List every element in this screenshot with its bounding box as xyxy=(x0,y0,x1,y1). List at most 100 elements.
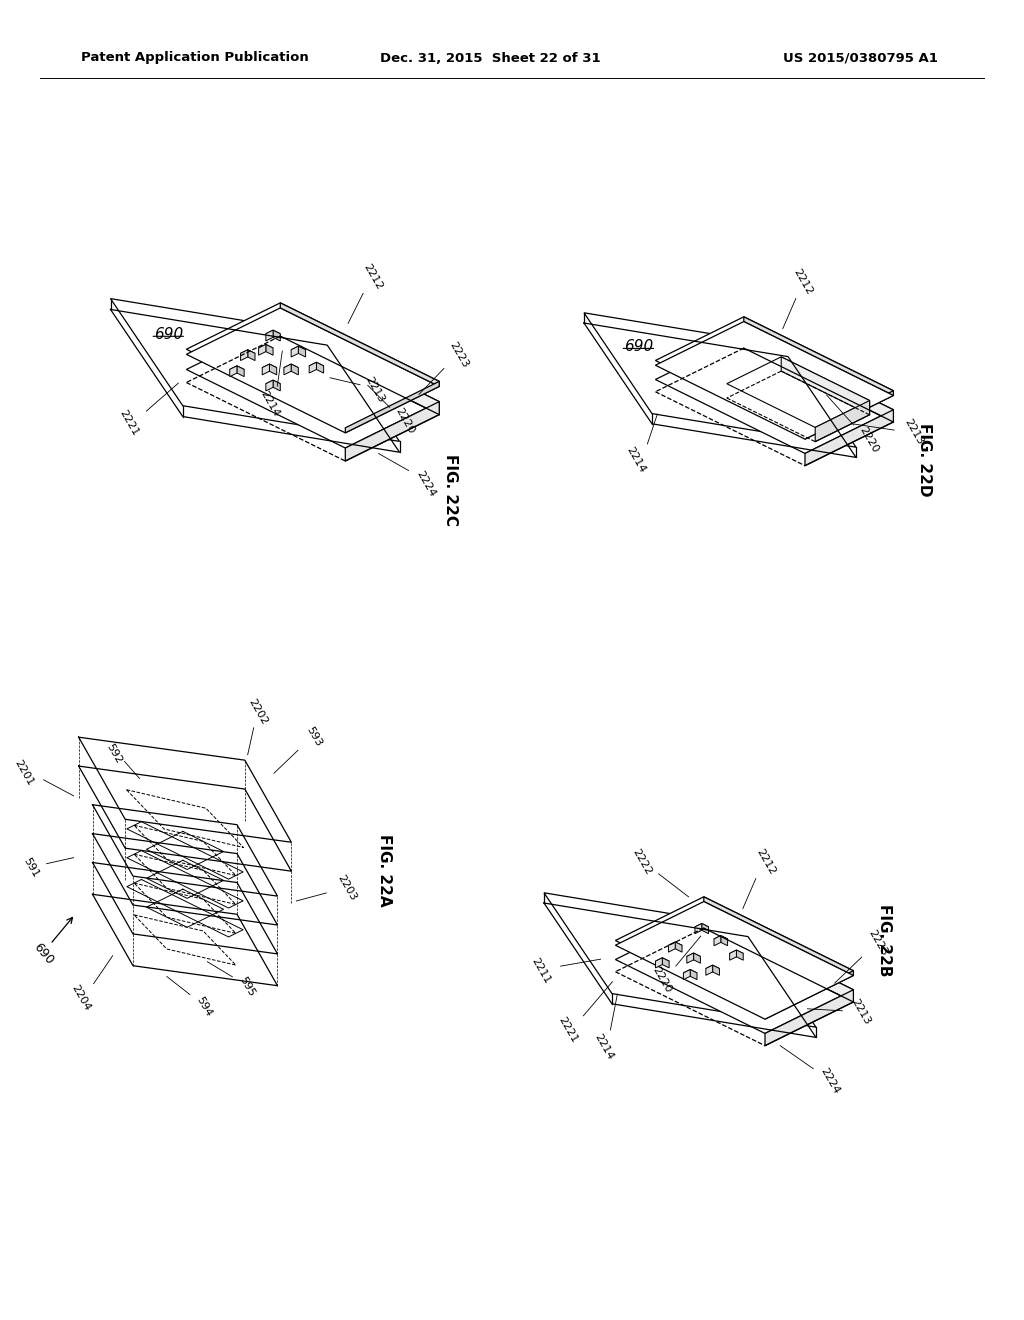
Polygon shape xyxy=(291,346,305,354)
Polygon shape xyxy=(298,346,305,356)
Polygon shape xyxy=(615,896,853,1014)
Polygon shape xyxy=(241,350,255,356)
Text: 591: 591 xyxy=(22,855,40,879)
Polygon shape xyxy=(229,366,244,374)
Polygon shape xyxy=(186,323,439,447)
Text: 595: 595 xyxy=(238,975,257,998)
Text: 2220: 2220 xyxy=(393,405,416,436)
Polygon shape xyxy=(262,364,269,375)
Text: 2223: 2223 xyxy=(447,339,470,370)
Text: 2223: 2223 xyxy=(866,928,889,958)
Polygon shape xyxy=(703,896,853,975)
Text: 2211: 2211 xyxy=(529,957,552,986)
Text: 2222: 2222 xyxy=(630,847,653,876)
Polygon shape xyxy=(695,924,701,933)
Polygon shape xyxy=(259,345,273,351)
Polygon shape xyxy=(655,317,893,434)
Text: 2213: 2213 xyxy=(364,375,386,404)
Polygon shape xyxy=(266,330,273,341)
Text: FIG. 22A: FIG. 22A xyxy=(378,834,392,907)
Text: 2214: 2214 xyxy=(259,389,282,418)
Polygon shape xyxy=(713,965,720,975)
Polygon shape xyxy=(721,936,728,945)
Polygon shape xyxy=(655,958,669,965)
Polygon shape xyxy=(687,953,700,960)
Text: 2212: 2212 xyxy=(792,267,814,297)
Text: 2204: 2204 xyxy=(70,983,92,1012)
Polygon shape xyxy=(683,969,690,979)
Polygon shape xyxy=(615,916,853,1034)
Polygon shape xyxy=(805,409,893,466)
Polygon shape xyxy=(615,902,853,1019)
Polygon shape xyxy=(690,969,697,979)
Text: 2224: 2224 xyxy=(414,469,437,499)
Text: FIG. 22B: FIG. 22B xyxy=(878,904,893,977)
Polygon shape xyxy=(259,345,266,355)
Text: FIG. 22D: FIG. 22D xyxy=(918,424,933,496)
Polygon shape xyxy=(730,950,743,957)
Polygon shape xyxy=(237,366,244,376)
Polygon shape xyxy=(266,380,281,387)
Polygon shape xyxy=(186,302,439,428)
Polygon shape xyxy=(291,364,298,375)
Polygon shape xyxy=(269,364,276,375)
Text: 690: 690 xyxy=(624,339,653,354)
Text: US 2015/0380795 A1: US 2015/0380795 A1 xyxy=(782,51,937,65)
Polygon shape xyxy=(736,950,743,960)
Text: 2214: 2214 xyxy=(592,1032,614,1061)
Text: 2220: 2220 xyxy=(857,425,880,455)
Polygon shape xyxy=(714,936,728,942)
Polygon shape xyxy=(655,335,893,454)
Polygon shape xyxy=(248,350,255,360)
Text: 2213: 2213 xyxy=(849,997,871,1027)
Polygon shape xyxy=(345,401,439,461)
Text: 594: 594 xyxy=(195,995,214,1018)
Polygon shape xyxy=(695,924,709,931)
Text: FIG. 22C: FIG. 22C xyxy=(442,454,458,525)
Text: 2203: 2203 xyxy=(335,874,357,903)
Polygon shape xyxy=(815,400,869,442)
Polygon shape xyxy=(309,362,324,370)
Polygon shape xyxy=(655,322,893,440)
Polygon shape xyxy=(345,381,439,433)
Polygon shape xyxy=(241,350,248,360)
Polygon shape xyxy=(701,924,709,933)
Polygon shape xyxy=(281,302,439,387)
Polygon shape xyxy=(262,364,276,371)
Polygon shape xyxy=(669,942,682,949)
Polygon shape xyxy=(669,942,675,952)
Polygon shape xyxy=(703,916,853,1002)
Text: 690: 690 xyxy=(154,327,183,342)
Polygon shape xyxy=(273,380,281,391)
Polygon shape xyxy=(706,965,713,975)
Polygon shape xyxy=(805,391,893,440)
Polygon shape xyxy=(655,958,663,968)
Polygon shape xyxy=(273,330,281,341)
Text: 2201: 2201 xyxy=(12,758,35,788)
Text: Patent Application Publication: Patent Application Publication xyxy=(81,51,309,65)
Polygon shape xyxy=(727,356,869,428)
Text: 2214: 2214 xyxy=(624,445,647,475)
Polygon shape xyxy=(584,313,856,447)
Text: 2221: 2221 xyxy=(556,1015,579,1044)
Polygon shape xyxy=(781,356,869,414)
Polygon shape xyxy=(683,969,697,977)
Text: 2212: 2212 xyxy=(361,261,384,292)
Text: 2213: 2213 xyxy=(903,417,926,446)
Polygon shape xyxy=(309,362,316,374)
Polygon shape xyxy=(663,958,669,968)
Polygon shape xyxy=(765,970,853,1019)
Polygon shape xyxy=(229,366,237,376)
Polygon shape xyxy=(675,942,682,952)
Polygon shape xyxy=(316,362,324,374)
Polygon shape xyxy=(730,950,736,960)
Polygon shape xyxy=(284,364,291,375)
Polygon shape xyxy=(743,317,893,396)
Text: 593: 593 xyxy=(304,725,324,748)
Polygon shape xyxy=(266,345,273,355)
Polygon shape xyxy=(544,892,816,1027)
Polygon shape xyxy=(284,364,298,371)
Polygon shape xyxy=(281,323,439,414)
Polygon shape xyxy=(111,298,399,441)
Text: 2220: 2220 xyxy=(650,965,673,995)
